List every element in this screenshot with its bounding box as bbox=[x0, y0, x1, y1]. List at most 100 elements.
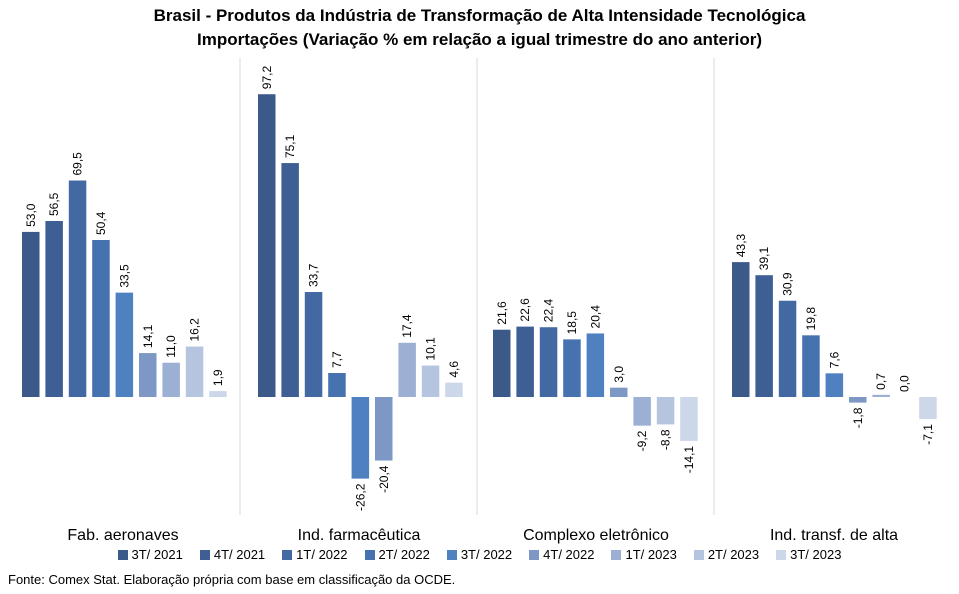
data-label: 10,1 bbox=[424, 337, 438, 361]
legend-item: 1T/ 2023 bbox=[611, 546, 677, 564]
bar bbox=[732, 262, 750, 397]
chart-title: Brasil - Produtos da Indústria de Transf… bbox=[153, 6, 806, 25]
bar bbox=[755, 275, 773, 397]
legend-item: 2T/ 2023 bbox=[693, 546, 760, 564]
data-label: 3,0 bbox=[612, 366, 626, 383]
legend-swatch bbox=[529, 550, 540, 560]
legend-swatch bbox=[446, 550, 457, 560]
bar bbox=[68, 180, 87, 397]
legend-swatch bbox=[693, 550, 704, 560]
bar bbox=[633, 397, 651, 426]
bar bbox=[375, 397, 393, 461]
bar bbox=[304, 292, 323, 397]
legend-item: 2T/ 2022 bbox=[364, 546, 430, 564]
legend-item: 3T/ 2021 bbox=[117, 546, 183, 564]
bar bbox=[539, 327, 558, 397]
bar bbox=[139, 353, 157, 397]
legend-label: 4T/ 2021 bbox=[213, 547, 266, 562]
data-label: 0,7 bbox=[874, 373, 888, 390]
data-label: 69,5 bbox=[71, 152, 85, 176]
legend-swatch bbox=[199, 550, 210, 560]
bar bbox=[162, 362, 180, 397]
data-label: 75,1 bbox=[283, 134, 297, 158]
bar bbox=[209, 391, 227, 397]
bar bbox=[825, 373, 844, 397]
legend-item: 4T/ 2021 bbox=[199, 546, 266, 564]
data-label: 50,4 bbox=[94, 211, 108, 235]
bar bbox=[258, 94, 276, 398]
legend-item: 3T/ 2022 bbox=[446, 546, 513, 564]
data-label: 53,0 bbox=[24, 203, 38, 227]
data-label: 18,5 bbox=[565, 311, 579, 335]
data-label: -8,8 bbox=[659, 429, 673, 450]
legend-label: 4T/ 2022 bbox=[543, 547, 595, 562]
bar bbox=[563, 339, 581, 397]
legend-item: 4T/ 2022 bbox=[529, 546, 594, 564]
bar bbox=[778, 300, 797, 397]
data-label: 11,0 bbox=[164, 335, 178, 358]
data-label: -7,1 bbox=[921, 424, 935, 445]
bar bbox=[281, 163, 299, 397]
chart-legend: 3T/ 2021 4T/ 2021 1T/ 2022 2T/ 2022 3T/ 2022… bbox=[0, 546, 959, 564]
data-label: 43,3 bbox=[734, 233, 748, 257]
bar bbox=[351, 397, 370, 479]
bar bbox=[185, 346, 204, 397]
data-label: 16,2 bbox=[188, 318, 202, 342]
data-label: -26,2 bbox=[353, 483, 367, 511]
bar bbox=[586, 333, 605, 397]
data-label: -9,2 bbox=[635, 430, 649, 451]
data-label: 33,7 bbox=[307, 263, 321, 287]
data-label: 20,4 bbox=[588, 305, 602, 329]
data-label: 33,5 bbox=[117, 264, 131, 288]
bar bbox=[92, 240, 110, 397]
bar bbox=[445, 382, 463, 397]
category-label: Ind. farmacêutica bbox=[298, 527, 421, 544]
data-label: 17,4 bbox=[400, 314, 414, 338]
legend-item: 3T/ 2023 bbox=[776, 546, 841, 564]
bar bbox=[421, 365, 440, 397]
data-label: 30,9 bbox=[781, 272, 795, 296]
data-label: 1,9 bbox=[211, 369, 225, 386]
data-label: 4,6 bbox=[447, 361, 461, 378]
legend-label: 2T/ 2022 bbox=[378, 547, 430, 562]
data-label: -14,1 bbox=[682, 446, 696, 474]
bar bbox=[849, 397, 867, 403]
legend-label: 3T/ 2022 bbox=[460, 547, 513, 562]
legend-swatch bbox=[611, 550, 622, 560]
chart-subtitle: Importações (Variação % em relação a igu… bbox=[197, 30, 762, 49]
data-label: -1,8 bbox=[851, 407, 865, 428]
bar bbox=[919, 397, 937, 420]
data-label: 0,0 bbox=[898, 375, 912, 392]
bar bbox=[610, 387, 628, 397]
legend-label: 1T/ 2023 bbox=[625, 547, 677, 562]
legend-swatch bbox=[117, 550, 128, 560]
legend-label: 1T/ 2022 bbox=[296, 547, 348, 562]
data-label: 21,6 bbox=[495, 301, 509, 325]
data-label: 7,6 bbox=[827, 351, 841, 368]
bar bbox=[328, 373, 346, 397]
bar bbox=[493, 329, 511, 397]
legend-swatch bbox=[364, 550, 375, 560]
bar bbox=[45, 221, 63, 397]
legend-swatch bbox=[776, 550, 787, 560]
bar bbox=[680, 397, 698, 441]
category-label: Ind. transf. de alta bbox=[770, 527, 898, 544]
legend-label: 3T/ 2023 bbox=[790, 547, 842, 562]
bar bbox=[398, 342, 416, 397]
bar bbox=[656, 397, 675, 425]
category-label: Fab. aeronaves bbox=[67, 527, 178, 544]
data-label: 56,5 bbox=[47, 192, 61, 216]
data-label: 7,7 bbox=[330, 351, 344, 368]
data-label: -20,4 bbox=[377, 465, 391, 493]
legend-label: 2T/ 2023 bbox=[707, 547, 760, 562]
data-label: 19,8 bbox=[804, 307, 818, 331]
bar bbox=[516, 326, 534, 397]
bar bbox=[115, 292, 134, 397]
data-label: 22,6 bbox=[518, 298, 532, 322]
data-label: 14,1 bbox=[141, 324, 155, 348]
source-note: Fonte: Comex Stat. Elaboração própria co… bbox=[8, 572, 456, 587]
category-label: Complexo eletrônico bbox=[523, 527, 669, 544]
bar bbox=[22, 231, 40, 397]
